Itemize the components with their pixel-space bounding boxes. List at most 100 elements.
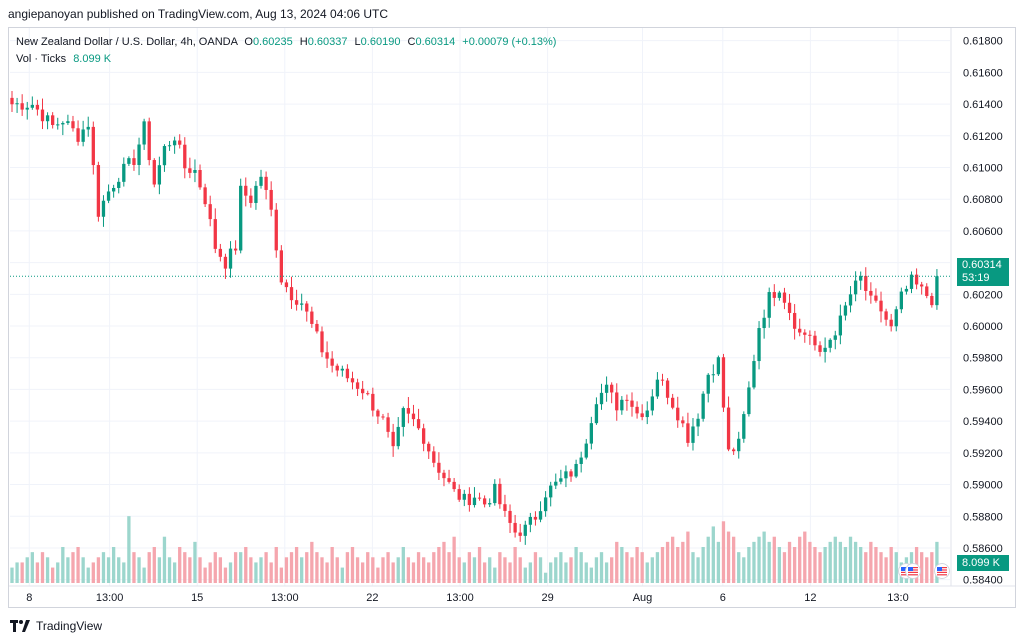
volume-bar	[726, 531, 731, 583]
candle	[894, 306, 898, 332]
candle	[401, 406, 405, 437]
time-tick-label: 29	[541, 592, 553, 604]
footer-brand[interactable]: TradingView	[10, 619, 102, 633]
volume-bar	[523, 567, 527, 583]
volume-bar	[264, 552, 268, 583]
candle	[208, 195, 212, 227]
candle	[71, 115, 75, 132]
candle	[284, 279, 289, 293]
candle-body	[584, 443, 588, 458]
time-tick-label: 13:00	[446, 592, 474, 604]
volume-bar	[366, 552, 370, 583]
candle-body	[782, 292, 787, 303]
brand-name: TradingView	[36, 619, 103, 633]
price-tick-label: 0.61600	[963, 67, 1003, 79]
candle	[935, 269, 939, 310]
volume-row: Vol · Ticks 8.099 K	[16, 51, 556, 68]
change-value: +0.00079 (+0.13%)	[462, 36, 557, 48]
candle-body	[686, 423, 690, 443]
candle	[66, 114, 70, 125]
candle-body	[691, 426, 695, 443]
volume-bar	[482, 562, 487, 583]
volume-bar	[376, 567, 380, 583]
candle-body	[574, 463, 578, 477]
candle	[259, 169, 263, 189]
volume-bar	[172, 562, 177, 583]
volume-bar	[503, 557, 507, 583]
volume-bar	[330, 547, 334, 583]
candle-body	[335, 365, 339, 371]
candle-body	[106, 191, 111, 201]
candle	[335, 363, 339, 377]
volume-bar	[325, 562, 329, 583]
volume-bar	[731, 536, 736, 583]
candle-body	[91, 126, 95, 166]
candle	[762, 309, 766, 339]
candle	[874, 288, 878, 303]
candle-body	[737, 438, 741, 452]
candle	[930, 292, 934, 308]
candle-body	[239, 185, 243, 251]
candle	[152, 158, 156, 188]
candle-body	[35, 104, 40, 110]
volume-bar	[279, 567, 283, 583]
candle-body	[538, 511, 543, 520]
candle-body	[843, 305, 848, 316]
candle-body	[772, 292, 776, 298]
us-flag-event-icon-2[interactable]	[905, 563, 921, 579]
tradingview-logo-icon	[10, 620, 30, 632]
volume-bar	[345, 552, 350, 583]
volume-bar	[442, 541, 446, 583]
candle-body	[345, 368, 350, 379]
candle	[25, 101, 29, 120]
us-flag-event-icon-3[interactable]	[934, 563, 950, 579]
candle	[142, 118, 146, 150]
volume-bar	[132, 552, 136, 583]
candle-body	[350, 378, 355, 383]
volume-bar	[284, 557, 289, 583]
candle	[742, 411, 746, 443]
volume-bar	[686, 531, 690, 583]
volume-bar	[391, 562, 395, 583]
candle	[91, 121, 95, 175]
candle-body	[213, 219, 217, 249]
candle	[289, 276, 294, 309]
candle-body	[178, 140, 182, 145]
candle-body	[503, 504, 507, 511]
time-tick-label: 13:00	[271, 592, 299, 604]
candle-body	[650, 396, 654, 411]
volume-bar	[35, 562, 40, 583]
candle	[518, 523, 522, 542]
volume-label: Vol · Ticks	[16, 53, 67, 65]
volume-bar	[452, 536, 456, 583]
candle	[528, 512, 533, 533]
candle-body	[864, 275, 868, 291]
candle	[452, 477, 456, 492]
candle	[40, 98, 45, 130]
volume-bar	[594, 557, 599, 583]
candle-body	[284, 282, 289, 288]
candle-body	[798, 328, 802, 333]
volume-bar	[310, 541, 314, 583]
candle	[711, 364, 715, 383]
candle-body	[604, 384, 609, 393]
candle	[853, 271, 858, 302]
ohlc-row: New Zealand Dollar / U.S. Dollar, 4h, OA…	[16, 34, 556, 51]
volume-bar	[15, 562, 19, 583]
candle-body	[752, 361, 756, 388]
volume-bar	[620, 547, 624, 583]
volume-bar	[213, 552, 217, 583]
candle	[640, 404, 644, 421]
candle	[310, 306, 314, 328]
candle	[137, 137, 141, 176]
candle	[864, 267, 868, 301]
candle-body	[432, 451, 436, 463]
candle-body	[635, 406, 639, 414]
candle	[650, 389, 654, 416]
candle-body	[792, 312, 797, 329]
candle	[798, 318, 802, 337]
volume-bar	[625, 552, 629, 583]
candle	[508, 504, 512, 533]
volume-bar	[640, 552, 644, 583]
